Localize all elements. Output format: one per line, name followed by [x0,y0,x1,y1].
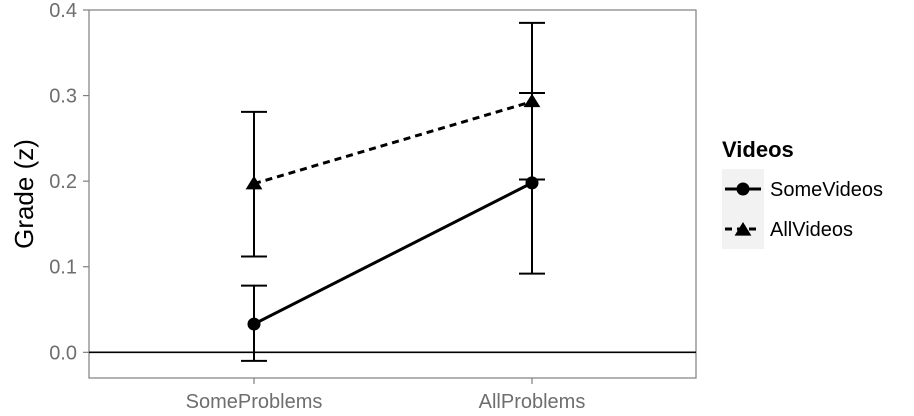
data-point [247,317,261,331]
series-line [253,100,533,186]
legend: Videos SomeVideos AllVideos [722,137,883,249]
y-tick-label: 0.1 [49,257,77,279]
y-tick-label: 0.3 [49,86,77,108]
y-tick-label: 0.0 [49,342,77,364]
legend-item-SomeVideos: SomeVideos [722,169,883,209]
series-layer [241,21,545,362]
legend-label: SomeVideos [770,179,883,201]
legend-key-marker [734,222,752,236]
y-axis-title: Grade (z) [9,139,39,249]
x-tick-label: AllProblems [479,391,586,413]
series-AllVideos [241,21,545,258]
y-tick-label: 0.2 [49,171,77,193]
legend-item-AllVideos: AllVideos [722,209,853,249]
series-line [253,181,533,326]
x-tick-label: SomeProblems [186,391,323,413]
plot-panel [88,9,697,379]
y-axis: 0.0 0.1 0.2 0.3 0.4 [49,0,89,364]
legend-title: Videos [722,137,794,162]
x-axis: SomeProblems AllProblems [186,378,586,413]
legend-key-marker [736,182,750,196]
legend-label: AllVideos [770,219,853,241]
data-point [245,175,263,190]
y-tick-label: 0.4 [49,0,77,22]
data-point [523,93,541,108]
